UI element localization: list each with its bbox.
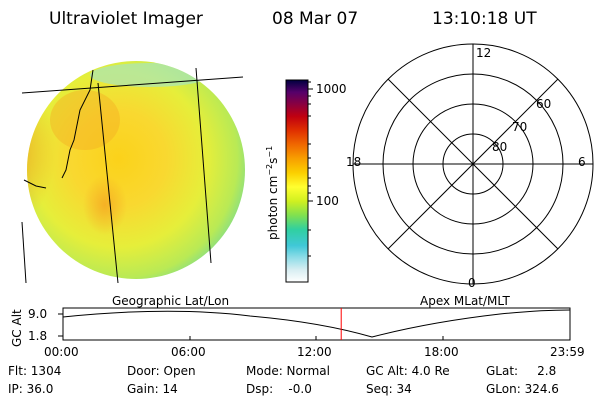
- timeline-ytick-top: 9.0: [28, 307, 48, 321]
- timeline-right-title: Apex MLat/MLT: [420, 294, 510, 308]
- geo-grid-lines: [21, 67, 244, 284]
- mlt-label-12: 12: [476, 46, 492, 60]
- status-glon: GLon: 324.6: [486, 382, 559, 396]
- altitude-curve: [62, 309, 571, 338]
- timeline-plot: [58, 307, 571, 341]
- status-door: Door: Open: [127, 364, 196, 378]
- colorbar-tick-1000: 1000: [316, 82, 347, 96]
- timeline-ytick-bottom: 1.8: [28, 329, 48, 343]
- status-mode: Mode: Normal: [246, 364, 330, 378]
- status-gcalt: GC Alt: 4.0 Re: [366, 364, 450, 378]
- timeline-left-title: Geographic Lat/Lon: [112, 294, 230, 308]
- time-label: 13:10:18 UT: [432, 9, 537, 29]
- mlat-label-80: 80: [492, 140, 508, 154]
- status-dsp: Dsp: -0.0: [246, 382, 312, 396]
- colorbar-tick-100: 100: [316, 194, 339, 208]
- instrument-title: Ultraviolet Imager: [49, 9, 203, 29]
- mlt-label-0: 0: [468, 276, 476, 290]
- status-gain: Gain: 14: [127, 382, 178, 396]
- colorbar: [285, 79, 313, 283]
- timeline-xtick-0000: 00:00: [44, 345, 79, 359]
- colorbar-unit-label: photon cm−2s−1: [265, 145, 280, 240]
- timeline-xtick-2359: 23:59: [550, 345, 585, 359]
- mlt-label-18: 18: [346, 155, 362, 169]
- date-label: 08 Mar 07: [272, 9, 359, 29]
- mlt-label-6: 6: [578, 155, 586, 169]
- status-seq: Seq: 34: [366, 382, 412, 396]
- status-glat: GLat: 2.8: [486, 364, 557, 378]
- status-flt: Flt: 1304: [8, 364, 62, 378]
- timeline-xtick-1200: 12:00: [297, 345, 332, 359]
- mlat-label-60: 60: [536, 97, 552, 111]
- timeline-xtick-1800: 18:00: [424, 345, 459, 359]
- uv-earth-disk: [27, 61, 245, 279]
- status-ip: IP: 36.0: [8, 382, 54, 396]
- polar-plot: [352, 43, 594, 285]
- mlat-label-70: 70: [512, 120, 528, 134]
- timeline-ylabel: GC Alt: [10, 309, 24, 347]
- timeline-xtick-0600: 06:00: [171, 345, 206, 359]
